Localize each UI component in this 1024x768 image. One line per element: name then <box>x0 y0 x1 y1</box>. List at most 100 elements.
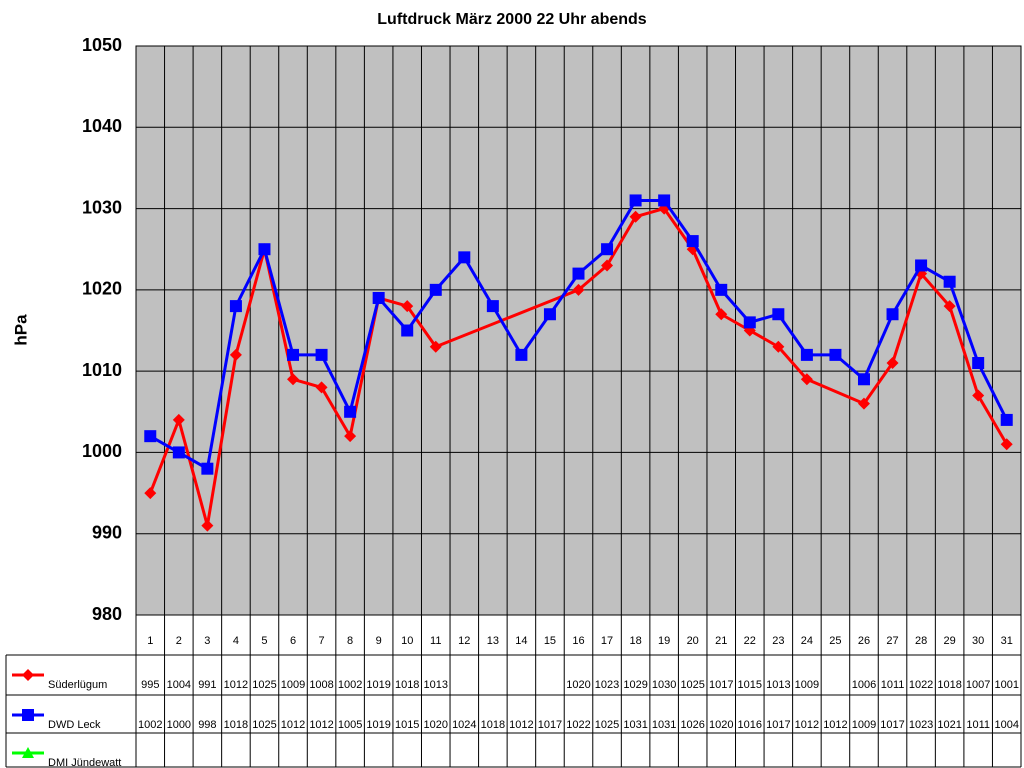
marker <box>772 340 785 353</box>
line-segment <box>976 362 1009 421</box>
x-tick-label: 31 <box>1001 635 1013 647</box>
line-segment <box>177 419 209 526</box>
table-value: 1009 <box>795 679 819 691</box>
table-value: 1008 <box>309 679 333 691</box>
table-value: 1017 <box>880 719 904 731</box>
y-tick-label: 1020 <box>82 279 122 299</box>
table-value: 1018 <box>481 719 505 731</box>
table-value: 1000 <box>167 719 191 731</box>
table-value: 1012 <box>281 719 305 731</box>
line-segment <box>405 305 437 348</box>
marker <box>715 308 728 321</box>
table-value: 1020 <box>424 719 448 731</box>
x-tick-label: 27 <box>886 635 898 647</box>
marker <box>601 259 614 272</box>
plot-area <box>135 45 1022 616</box>
table-value: 1017 <box>538 719 562 731</box>
x-tick-label: 8 <box>347 635 353 647</box>
marker <box>401 300 414 313</box>
x-tick-label: 9 <box>376 635 382 647</box>
table-value: 1015 <box>738 679 762 691</box>
marker <box>144 430 157 443</box>
marker <box>515 348 528 361</box>
marker <box>201 519 214 532</box>
marker <box>429 340 442 353</box>
x-tick-label: 26 <box>858 635 870 647</box>
x-tick-label: 29 <box>944 635 956 647</box>
table-value: 1022 <box>909 679 933 691</box>
marker <box>287 348 300 361</box>
legend-label: Süderlügum <box>48 679 107 691</box>
x-tick-label: 10 <box>401 635 413 647</box>
x-tick-label: 4 <box>233 635 239 647</box>
x-tick-label: 15 <box>544 635 556 647</box>
table-value: 1025 <box>252 719 276 731</box>
marker <box>258 243 271 256</box>
line-segment <box>463 256 495 307</box>
line-segment <box>605 199 637 250</box>
line-segment <box>862 362 894 405</box>
table-value: 1031 <box>652 719 676 731</box>
y-tick-label: 990 <box>92 522 122 542</box>
legend-marker <box>22 669 34 681</box>
marker <box>315 381 328 394</box>
marker <box>772 308 785 321</box>
table-value: 1018 <box>224 719 248 731</box>
marker <box>144 487 157 500</box>
marker <box>401 324 414 337</box>
marker <box>658 194 671 207</box>
table-value: 1012 <box>509 719 533 731</box>
table-value: 1019 <box>366 719 390 731</box>
x-tick-label: 21 <box>715 635 727 647</box>
table-value: 1012 <box>795 719 819 731</box>
table-value: 1019 <box>366 679 390 691</box>
line-segment <box>635 207 665 219</box>
y-axis-label: hPa <box>11 314 30 346</box>
table-value: 1012 <box>224 679 248 691</box>
x-tick-label: 18 <box>629 635 641 647</box>
marker <box>229 348 242 361</box>
line-segment <box>234 248 266 307</box>
line-segment <box>577 264 609 291</box>
marker <box>344 430 357 443</box>
x-tick-label: 22 <box>744 635 756 647</box>
line-segment <box>919 272 951 308</box>
marker <box>886 308 899 321</box>
line-segment <box>435 288 580 349</box>
x-tick-label: 28 <box>915 635 927 647</box>
x-tick-label: 3 <box>204 635 210 647</box>
table-value: 1002 <box>138 719 162 731</box>
line-segment <box>777 313 809 356</box>
marker <box>857 397 870 410</box>
y-tick-label: 1000 <box>82 441 122 461</box>
line-segment <box>491 305 523 356</box>
x-tick-label: 25 <box>829 635 841 647</box>
x-tick-label: 14 <box>515 635 527 647</box>
x-tick-label: 19 <box>658 635 670 647</box>
line-segment <box>405 288 437 332</box>
line-segment <box>205 305 238 469</box>
line-segment <box>205 354 238 526</box>
x-tick-label: 12 <box>458 635 470 647</box>
legend-label: DWD Leck <box>48 719 101 731</box>
line-segment <box>749 329 780 349</box>
marker <box>287 373 300 386</box>
table-value: 995 <box>141 679 159 691</box>
line-segment <box>148 419 181 494</box>
table-value: 1023 <box>595 679 619 691</box>
x-tick-label: 2 <box>176 635 182 647</box>
table-value: 991 <box>198 679 216 691</box>
table-value: 1016 <box>738 719 762 731</box>
line-segment <box>862 313 894 380</box>
table-value: 1011 <box>966 719 990 731</box>
line-segment <box>263 248 295 356</box>
table-value: 1009 <box>852 719 876 731</box>
x-tick-label: 11 <box>430 635 441 647</box>
legend-marker <box>22 747 34 758</box>
table-value: 1030 <box>652 679 676 691</box>
table-value: 1009 <box>281 679 305 691</box>
table-value: 1002 <box>338 679 362 691</box>
marker <box>601 243 614 256</box>
table-value: 1015 <box>395 719 419 731</box>
line-segment <box>891 264 923 316</box>
